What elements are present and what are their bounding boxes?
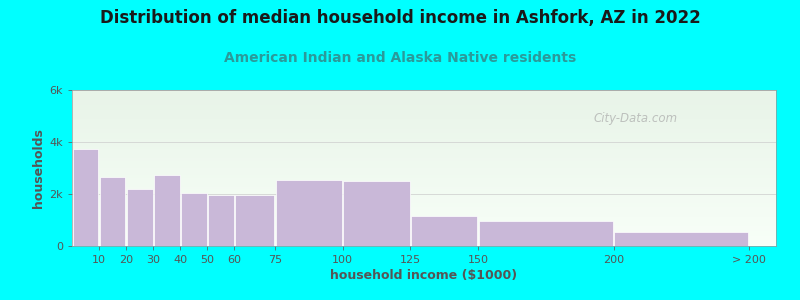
Text: Distribution of median household income in Ashfork, AZ in 2022: Distribution of median household income …	[100, 9, 700, 27]
Bar	[154, 175, 180, 246]
Bar	[614, 232, 748, 246]
Bar	[235, 195, 274, 246]
Bar	[411, 216, 478, 246]
Y-axis label: households: households	[32, 128, 45, 208]
Bar	[100, 177, 126, 246]
Bar	[276, 180, 342, 246]
Bar	[343, 181, 410, 246]
Bar	[479, 221, 613, 246]
Bar	[208, 195, 234, 246]
Bar	[127, 189, 153, 246]
Text: American Indian and Alaska Native residents: American Indian and Alaska Native reside…	[224, 51, 576, 65]
Text: City-Data.com: City-Data.com	[593, 112, 678, 124]
X-axis label: household income ($1000): household income ($1000)	[330, 269, 518, 282]
Bar	[181, 193, 206, 246]
Bar	[73, 148, 98, 246]
